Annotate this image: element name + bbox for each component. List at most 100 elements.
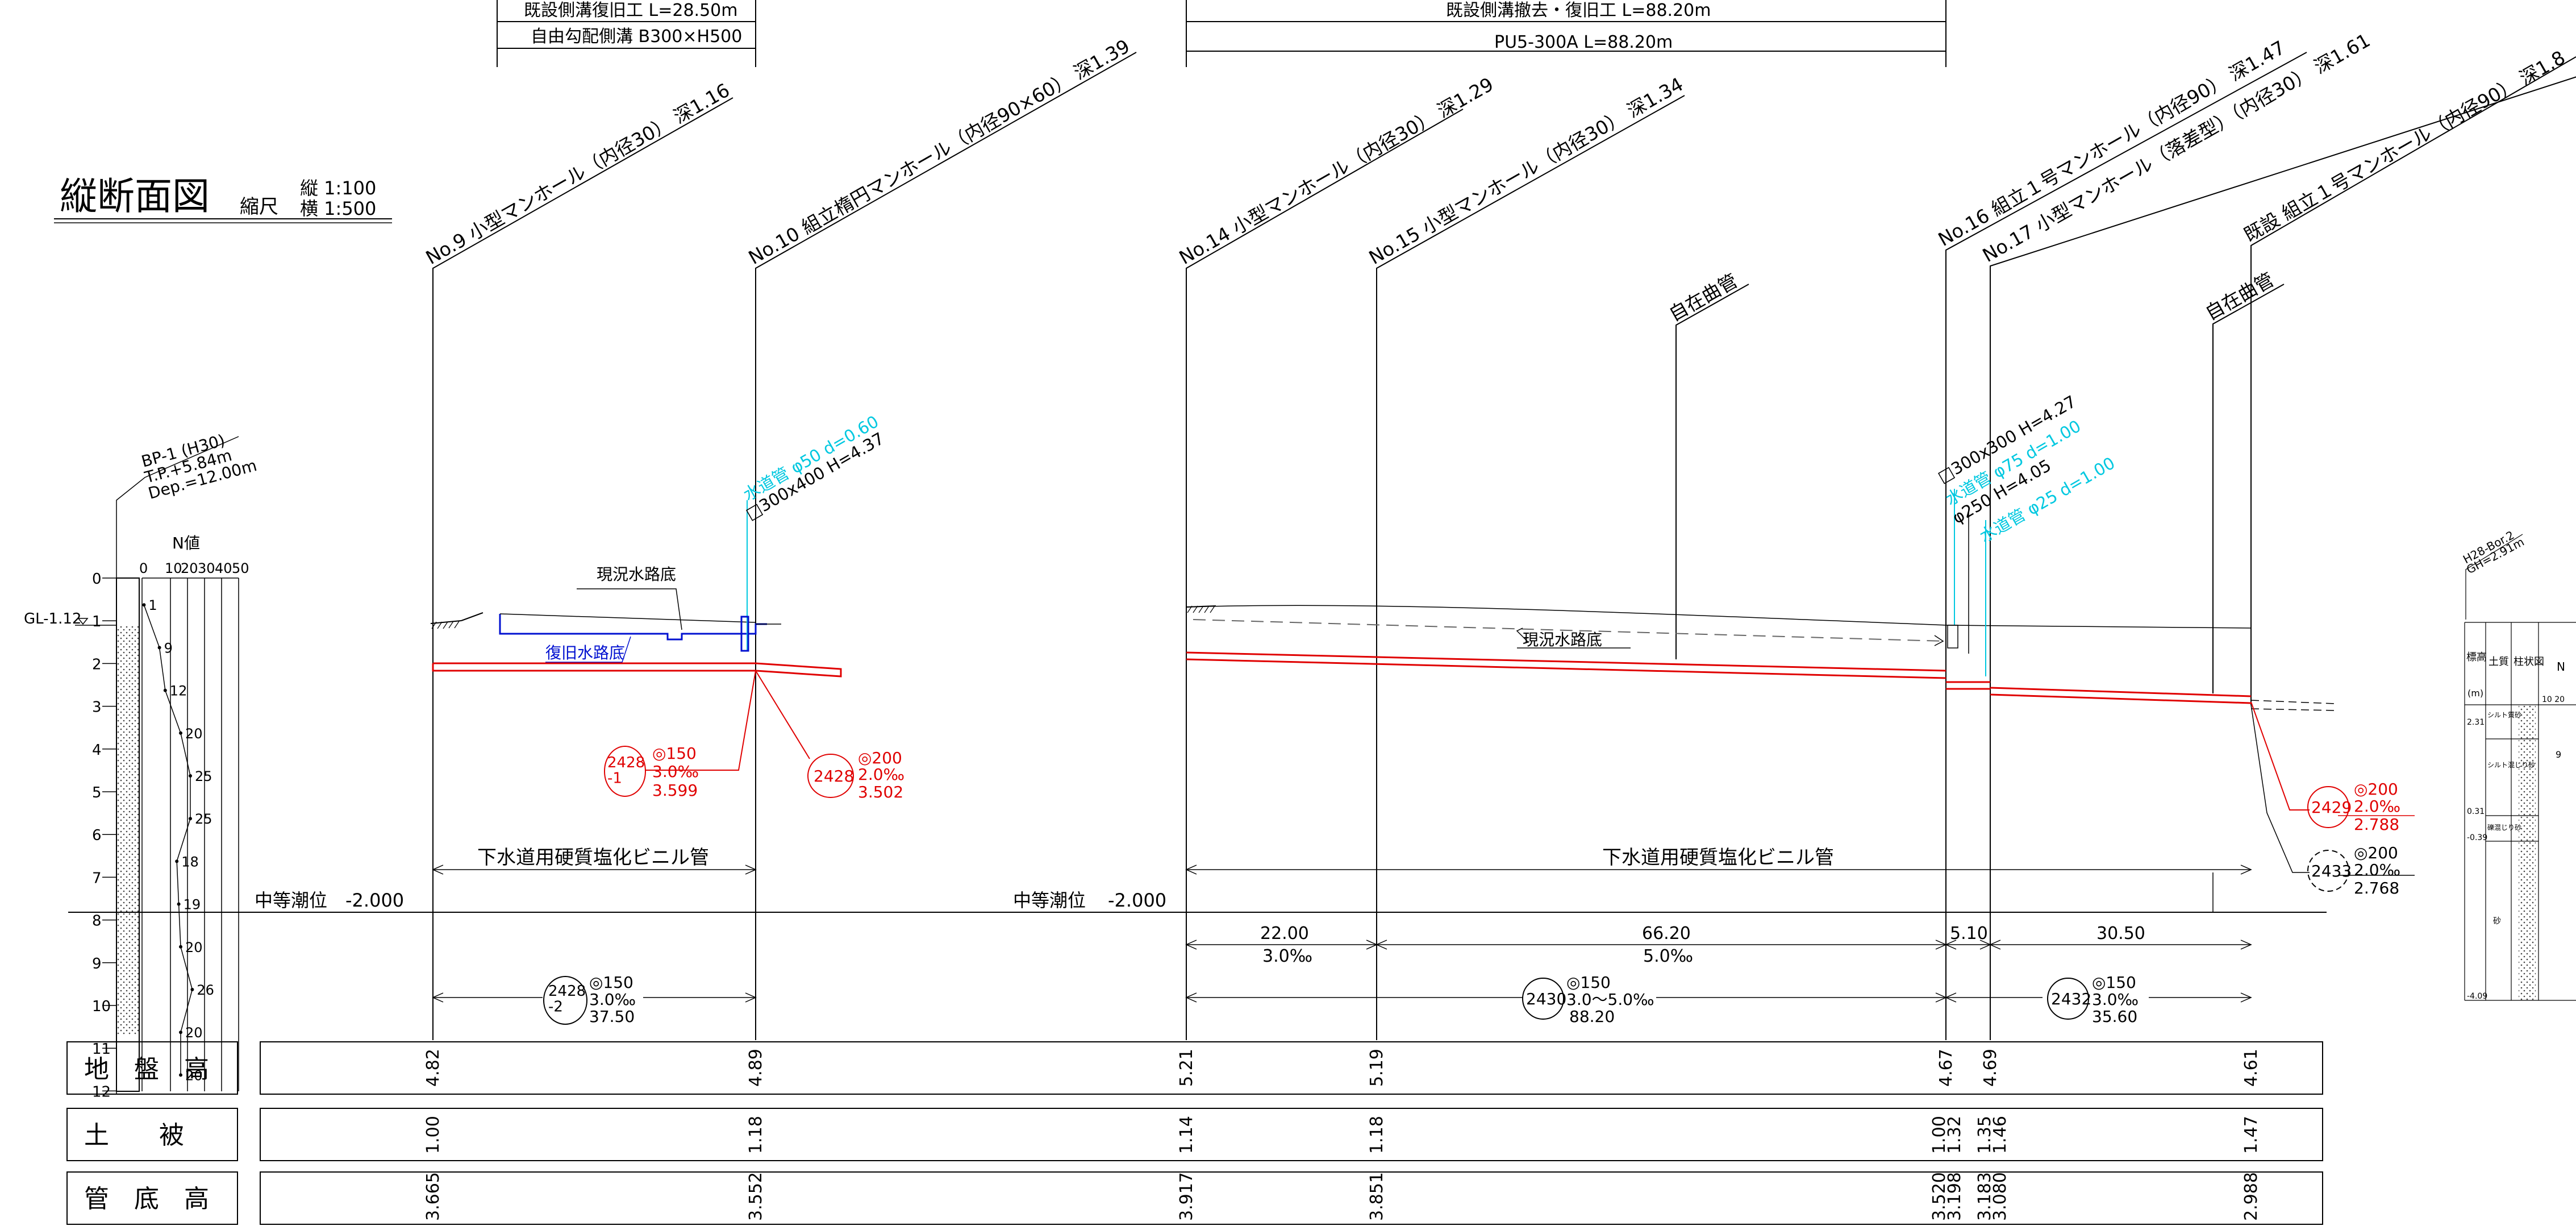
table-cell-cover: 1.00 [423,1116,443,1154]
n-value-point [189,774,192,778]
n-value-point [179,1030,182,1034]
pipe-2428-1-depth: 3.599 [652,781,698,800]
right-h-label: 標高 [2466,651,2487,663]
pipe-2433-size: ◎200 [2354,843,2398,862]
right-scale-label: 10 20 [2542,695,2565,704]
n-value-label: 1 [148,597,157,613]
material-dimensions [432,865,2252,912]
n-scale-20: 20 [181,560,198,576]
span1-slope: 3.0‰ [1262,946,1312,966]
channel-current-label-1: 現況水路底 [597,565,676,584]
pipe-material-left: 下水道用硬質塩化ビニル管 [477,846,709,869]
pipe-callout-2428-1: 2428 -1 ◎150 3.0‰ 3.599 [604,744,699,800]
table-cell-invert: 3.080 [1990,1172,2010,1221]
section-2428-2-id: 2428 -2 [548,983,586,1015]
table-cell-ground: 5.21 [1177,1049,1197,1087]
n-value-label: 9 [164,640,173,656]
tide-value-left: -2.000 [345,890,404,911]
section-callout-2430: 2430 ◎150 3.0～5.0‰ 88.20 [1522,973,1654,1026]
depth-label: 5 [92,784,102,801]
right-elev-2: 0.31 [2467,807,2485,816]
n-value-label: 20 [185,726,203,742]
top-dim-left-line1: 既設側溝復旧工 L=28.50m [524,1,738,20]
section-2430-slope: 3.0～5.0‰ [1566,990,1654,1009]
table-cell-cover: 1.35 [1975,1116,1995,1154]
table-cell-ground: 4.82 [423,1049,443,1087]
depth-label: 0 [92,571,102,588]
top-dim-right-line1: 既設側溝撤去・復旧工 L=88.20m [1446,1,1711,20]
n-value-point [177,902,181,906]
n-value-point [179,731,182,735]
pipe-2429-slope: 2.0‰ [2354,797,2400,816]
n-value-title: N値 [172,534,200,552]
section-callout-2432: 2432 ◎150 3.0‰ 35.60 [2047,973,2139,1026]
top-dim-right-line2: PU5-300A L=88.20m [1494,32,1673,52]
tide-label-right: 中等潮位 [1013,890,1086,911]
boring-log-right: H28-Bor.2 GH=2.91m 標高 (m) 土質 柱状図 N 10 20… [2461,528,2576,1001]
table-cell-cover: 1.47 [2241,1116,2261,1154]
n-value-point [179,1073,182,1077]
n-value-point [157,646,161,650]
section-2432-id: 2432 [2051,990,2091,1008]
table-cell-invert: 3.198 [1945,1172,1965,1221]
right-elev-3: -0.39 [2467,833,2487,842]
right-layer-2: シルト混じり砂 [2487,761,2535,769]
pipe-2429-depth: 2.788 [2354,815,2399,834]
gl-label: GL-1.12 [24,610,81,627]
n-value-point [189,817,192,821]
n-value-label: 25 [195,811,212,827]
pipe-2428-depth: 3.502 [858,783,903,801]
tide-label-left: 中等潮位 [255,890,327,911]
section-callout-2428-2: 2428 -2 ◎150 3.0‰ 37.50 [543,973,636,1026]
table-cell-invert: 3.183 [1975,1172,1995,1221]
span2-length: 66.20 [1642,924,1691,944]
n-value-point [179,945,182,949]
right-soil-label: 土質 [2489,656,2509,668]
depth-label: 3 [92,699,102,716]
title-main: 縦断面図 [60,174,210,218]
depth-label: 7 [92,870,102,887]
span2-slope: 5.0‰ [1643,946,1693,966]
table-cell-ground: 5.19 [1367,1049,1387,1087]
depth-label: 10 [92,998,111,1015]
pipe-2428-slope: 2.0‰ [858,765,904,784]
right-n-label: N [2557,660,2565,674]
manhole-label-no14: No.14 小型マンホール（内径30） 深1.29 [1176,73,1497,269]
section-2432-size: ◎150 [2092,973,2136,992]
flexible-pipe-label-1: 自在曲管 [1665,269,1741,326]
section-2432-slope: 3.0‰ [2092,990,2139,1009]
right-col-label: 柱状図 [2514,656,2544,668]
n-value-label: 19 [184,897,201,913]
pipe-2433-slope: 2.0‰ [2354,861,2400,879]
n-value-point [175,859,179,863]
section-2428-2-size: ◎150 [589,973,633,992]
span4-length: 30.50 [2096,924,2145,944]
n-scale-10: 10 [165,560,182,576]
table-cell-invert: 3.851 [1367,1172,1387,1221]
n-value-label: 20 [185,1067,203,1083]
table-cell-invert: 3.665 [423,1172,443,1221]
pipe-2433-id: 2433 [2311,862,2352,880]
pipe-2433-depth: 2.768 [2354,879,2399,897]
depth-label: 9 [92,955,102,973]
manhole-label-no9: No.9 小型マンホール（内径30） 深1.16 [422,79,733,269]
table-cell-cover: 1.18 [1367,1116,1387,1154]
manhole-label-no17: No.17 小型マンホール（落差型）（内径30） 深1.61 [1979,29,2374,267]
table-cell-invert: 3.552 [746,1172,766,1221]
pipe-2429-id: 2429 [2311,798,2352,817]
n-value-label: 18 [181,854,199,870]
depth-label: 2 [92,656,102,673]
section-2430-id: 2430 [1526,990,1566,1008]
section-2432-length: 35.60 [2092,1007,2137,1026]
depth-label: 11 [92,1041,111,1058]
manhole-label-no15: No.15 小型マンホール（内径30） 深1.34 [1365,73,1687,269]
table-cell-invert: 3.917 [1177,1172,1197,1221]
pipe-material-right: 下水道用硬質塩化ビニル管 [1602,846,1834,869]
n-value-label: 20 [185,1025,203,1041]
section-2428-2-length: 37.50 [589,1007,635,1026]
table-invert-label: 管 底 高 [84,1185,209,1213]
pipe-2428-size: ◎200 [858,749,902,767]
pipe-callout-2429: 2429 ◎200 2.0‰ 2.788 [2307,780,2400,834]
channel-current-label-2: 現況水路底 [1523,630,1602,649]
manhole-label-no10: No.10 組立楕円マンホール（内径90×60） 深1.39 [745,35,1133,269]
